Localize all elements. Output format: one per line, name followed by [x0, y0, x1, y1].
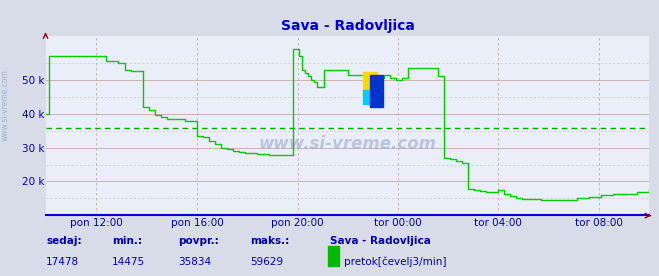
Text: maks.:: maks.:	[250, 236, 290, 246]
Bar	[370, 75, 384, 107]
Text: www.si-vreme.com: www.si-vreme.com	[1, 69, 10, 141]
Text: pretok[čevelj3/min]: pretok[čevelj3/min]	[344, 256, 447, 267]
Text: 35834: 35834	[178, 257, 211, 267]
Text: povpr.:: povpr.:	[178, 236, 219, 246]
Bar	[362, 72, 378, 89]
Bar	[362, 89, 378, 104]
Text: sedaj:: sedaj:	[46, 236, 82, 246]
Text: min.:: min.:	[112, 236, 142, 246]
Text: 14475: 14475	[112, 257, 145, 267]
Text: 59629: 59629	[250, 257, 283, 267]
Title: Sava - Radovljica: Sava - Radovljica	[281, 19, 415, 33]
Text: Sava - Radovljica: Sava - Radovljica	[330, 236, 430, 246]
Text: www.si-vreme.com: www.si-vreme.com	[258, 134, 437, 153]
Text: 17478: 17478	[46, 257, 79, 267]
